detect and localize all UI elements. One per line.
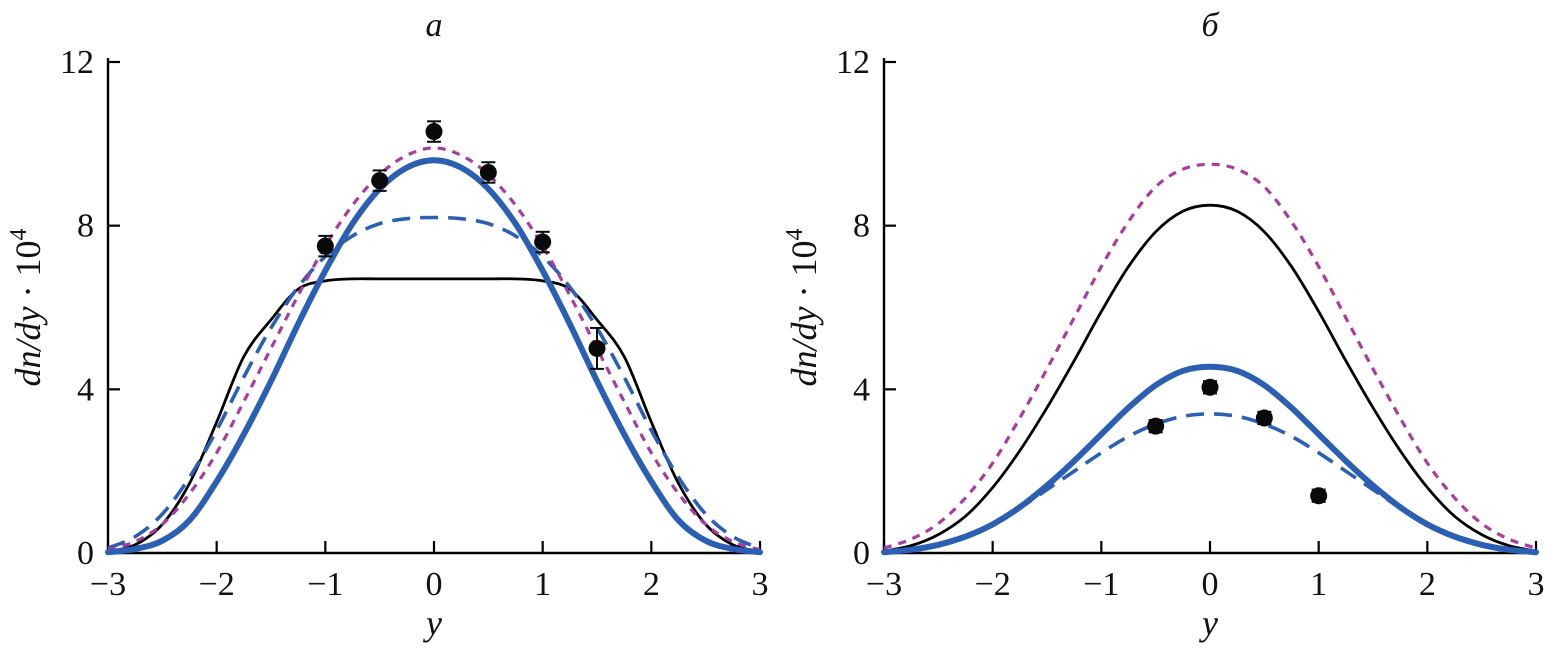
data-point — [316, 237, 334, 255]
curve-magenta-short-dash — [107, 146, 761, 552]
panel-title: a — [426, 7, 443, 44]
x-tick-label: −1 — [307, 566, 343, 603]
curve-black-solid-thin — [106, 277, 762, 554]
data-point — [1255, 409, 1273, 427]
y-axis-label: dn/dy · 104 — [782, 229, 824, 387]
data-point — [371, 172, 389, 190]
panel-a: −3 −2 −1 0 1 2 3 0 4 8 12 a y dn/dy · 104 — [0, 0, 776, 649]
x-tick-label: 1 — [534, 566, 551, 603]
x-tick-label: 2 — [643, 566, 660, 603]
data-point — [588, 339, 606, 357]
x-tick-label: 1 — [1310, 566, 1327, 603]
y-tick-label: 8 — [77, 208, 94, 245]
data-point — [1147, 417, 1165, 435]
y-tick-label: 0 — [853, 535, 870, 572]
panel-b: −3 −2 −1 0 1 2 3 0 4 8 12 б y dn/dy · 104 — [776, 0, 1552, 649]
x-tick-label: 3 — [1528, 566, 1545, 603]
y-tick-label: 0 — [77, 535, 94, 572]
y-tick-label: 12 — [60, 44, 94, 81]
x-axis-label: y — [1199, 603, 1218, 643]
x-tick-label: −2 — [975, 566, 1011, 603]
x-tick-label: −3 — [90, 566, 126, 603]
curve-black-solid-thin — [882, 203, 1538, 553]
x-tick-label: −3 — [866, 566, 902, 603]
y-tick-label: 8 — [853, 208, 870, 245]
curve-blue-solid-thick — [105, 157, 763, 556]
curve-magenta-short-dash — [883, 162, 1537, 550]
y-tick-label: 12 — [836, 44, 870, 81]
x-axis-label: y — [423, 603, 442, 643]
x-tick-label: −1 — [1083, 566, 1119, 603]
data-point — [1201, 378, 1219, 396]
x-tick-label: 3 — [752, 566, 769, 603]
curve-blue-solid-thick — [881, 363, 1539, 556]
data-point — [425, 123, 443, 141]
x-tick-label: −2 — [199, 566, 235, 603]
curve-blue-long-dash — [107, 215, 761, 550]
y-axis-label: dn/dy · 104 — [6, 229, 48, 387]
x-tick-label: 0 — [1202, 566, 1219, 603]
panel-title: б — [1201, 7, 1220, 44]
data-point — [479, 163, 497, 181]
y-tick-label: 4 — [853, 371, 870, 408]
x-tick-label: 2 — [1419, 566, 1436, 603]
y-tick-label: 4 — [77, 371, 94, 408]
data-point — [534, 233, 552, 251]
data-point — [1310, 487, 1328, 505]
x-tick-label: 0 — [426, 566, 443, 603]
